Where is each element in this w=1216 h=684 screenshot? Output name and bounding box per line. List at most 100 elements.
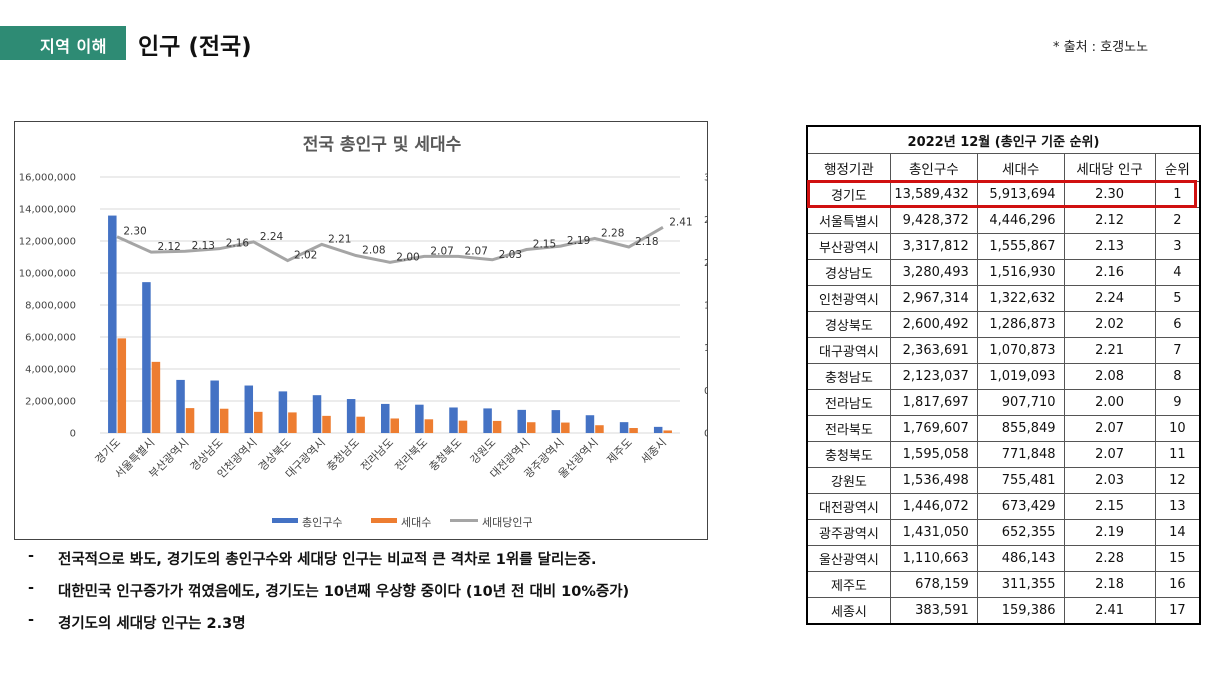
data-label: 2.16 xyxy=(226,238,250,250)
table-row: 경상북도 2,600,492 1,286,873 2.02 6 xyxy=(806,311,1201,338)
table-row: 대전광역시 1,446,072 673,429 2.15 13 xyxy=(806,493,1201,520)
bullet-text: 경기도의 세대당 인구는 2.3명 xyxy=(58,616,246,632)
cell-population: 13,589,432 xyxy=(889,181,978,208)
cell-per-household: 2.12 xyxy=(1063,207,1156,234)
data-label: 2.02 xyxy=(294,250,317,262)
cell-per-household: 2.00 xyxy=(1063,389,1156,416)
cell-population: 1,769,607 xyxy=(889,415,978,442)
column-header: 세대수 xyxy=(976,153,1065,182)
cell-rank: 9 xyxy=(1154,389,1201,416)
households-bar xyxy=(492,420,502,433)
cell-rank: 13 xyxy=(1154,493,1201,520)
y-tick-label: 16,000,000 xyxy=(19,173,76,184)
table-row: 울산광역시 1,110,663 486,143 2.28 15 xyxy=(806,545,1201,572)
data-label: 2.07 xyxy=(430,245,453,257)
y2-tick-label: 2.50 xyxy=(704,215,707,226)
population-bar xyxy=(653,426,663,433)
table-row: 세종시 383,591 159,386 2.41 17 xyxy=(806,597,1201,625)
data-label: 2.21 xyxy=(328,233,351,245)
cell-households: 486,143 xyxy=(976,545,1065,572)
cell-rank: 8 xyxy=(1154,363,1201,390)
population-bar xyxy=(585,415,595,433)
table-row: 광주광역시 1,431,050 652,355 2.19 14 xyxy=(806,519,1201,546)
category-label: 전라남도 xyxy=(358,436,396,474)
cell-households: 1,286,873 xyxy=(976,311,1065,338)
cell-per-household: 2.02 xyxy=(1063,311,1156,338)
cell-rank: 2 xyxy=(1154,207,1201,234)
data-label: 2.03 xyxy=(499,249,522,261)
cell-rank: 14 xyxy=(1154,519,1201,546)
cell-rank: 5 xyxy=(1154,285,1201,312)
cell-region: 전라북도 xyxy=(806,415,891,442)
cell-region: 전라남도 xyxy=(806,389,891,416)
cell-per-household: 2.18 xyxy=(1063,571,1156,598)
cell-households: 1,019,093 xyxy=(976,363,1065,390)
category-label: 충청북도 xyxy=(427,436,465,474)
population-bar xyxy=(449,407,458,433)
source-note: * 출처 : 호갱노노 xyxy=(1053,40,1149,55)
legend-swatch-population xyxy=(272,518,298,523)
cell-rank: 17 xyxy=(1154,597,1201,625)
households-bar xyxy=(663,430,672,433)
table-row: 제주도 678,159 311,355 2.18 16 xyxy=(806,571,1201,598)
category-label: 제주도 xyxy=(604,436,635,467)
cell-population: 3,317,812 xyxy=(889,233,978,260)
data-label: 2.28 xyxy=(601,227,624,239)
cell-per-household: 2.15 xyxy=(1063,493,1156,520)
population-bar xyxy=(312,395,322,433)
households-bar xyxy=(390,418,399,433)
bullet-list: - 전국적으로 봐도, 경기도의 총인구수와 세대당 인구는 비교적 큰 격차로… xyxy=(22,548,792,644)
data-label: 2.18 xyxy=(635,236,658,248)
cell-per-household: 2.03 xyxy=(1063,467,1156,494)
table-caption: 2022년 12월 (총인구 기준 순위) xyxy=(806,125,1201,154)
data-label: 2.19 xyxy=(567,235,590,247)
cell-households: 1,516,930 xyxy=(976,259,1065,286)
population-bar xyxy=(210,380,219,433)
population-bar xyxy=(381,403,390,433)
cell-region: 대구광역시 xyxy=(806,337,891,364)
population-bar xyxy=(176,379,185,433)
population-bar xyxy=(551,410,561,433)
cell-per-household: 2.21 xyxy=(1063,337,1156,364)
population-bar xyxy=(619,422,629,433)
category-label: 강원도 xyxy=(468,436,499,467)
column-header: 행정기관 xyxy=(806,153,891,182)
y-tick-label: 2,000,000 xyxy=(25,397,76,408)
cell-region: 세종시 xyxy=(806,597,891,625)
cell-region: 경기도 xyxy=(806,181,891,208)
households-bar xyxy=(458,420,468,433)
table-row: 경상남도 3,280,493 1,516,930 2.16 4 xyxy=(806,259,1201,286)
table-row: 충청남도 2,123,037 1,019,093 2.08 8 xyxy=(806,363,1201,390)
bullet-dash: - xyxy=(28,580,35,596)
category-label: 충청남도 xyxy=(324,436,362,474)
bullet-dash: - xyxy=(28,612,35,628)
cell-population: 1,817,697 xyxy=(889,389,978,416)
cell-population: 678,159 xyxy=(889,571,978,598)
population-bar xyxy=(142,282,151,433)
section-tag: 지역 이해 xyxy=(0,26,126,60)
cell-rank: 7 xyxy=(1154,337,1201,364)
cell-region: 부산광역시 xyxy=(806,233,891,260)
y-tick-label: 8,000,000 xyxy=(25,301,76,312)
legend-swatch-households xyxy=(371,518,397,523)
cell-per-household: 2.07 xyxy=(1063,415,1156,442)
cell-region: 인천광역시 xyxy=(806,285,891,312)
cell-region: 대전광역시 xyxy=(806,493,891,520)
households-bar xyxy=(356,416,365,433)
cell-region: 경상북도 xyxy=(806,311,891,338)
cell-rank: 16 xyxy=(1154,571,1201,598)
cell-households: 1,322,632 xyxy=(976,285,1065,312)
data-label: 2.00 xyxy=(396,251,419,263)
y2-tick-label: 1.50 xyxy=(704,301,707,312)
y-tick-label: 12,000,000 xyxy=(19,237,76,248)
bullet-dash: - xyxy=(28,548,35,564)
cell-households: 159,386 xyxy=(976,597,1065,625)
population-bar xyxy=(517,409,526,433)
cell-region: 제주도 xyxy=(806,571,891,598)
cell-population: 1,431,050 xyxy=(889,519,978,546)
cell-population: 2,123,037 xyxy=(889,363,978,390)
y2-tick-label: 0.50 xyxy=(704,386,707,397)
households-bar xyxy=(254,411,263,433)
cell-rank: 10 xyxy=(1154,415,1201,442)
table-row: 전라남도 1,817,697 907,710 2.00 9 xyxy=(806,389,1201,416)
